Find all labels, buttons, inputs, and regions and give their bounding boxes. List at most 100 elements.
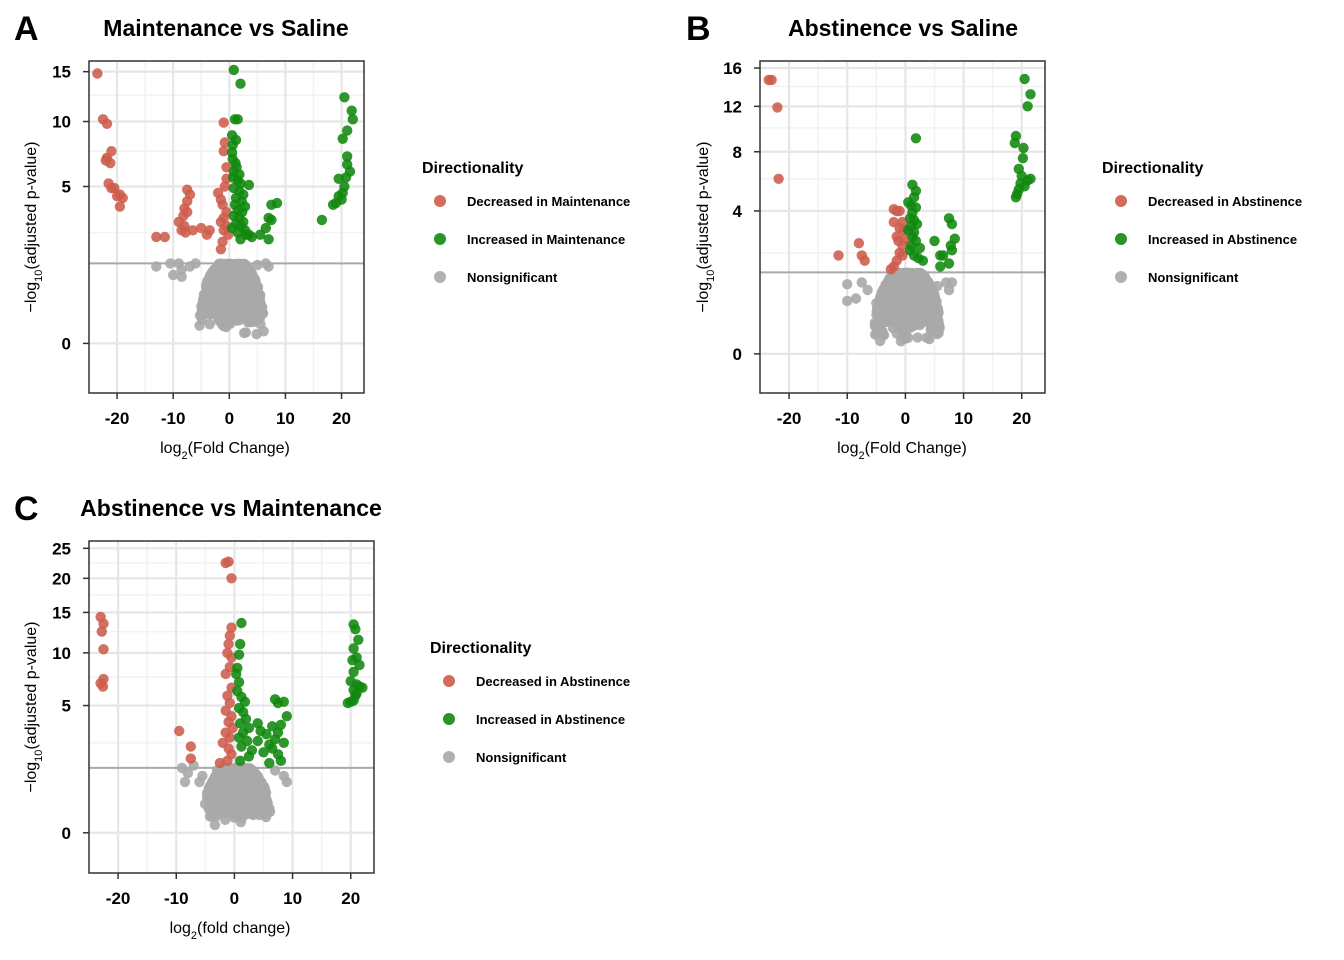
- increased-point: [333, 173, 344, 184]
- x-tick-label-c: -10: [164, 889, 189, 908]
- x-axis-label-c: log2(fold change): [170, 920, 291, 942]
- nonsignificant-point: [204, 319, 215, 330]
- y-tick-label-c: 10: [52, 644, 71, 663]
- increased-point: [339, 181, 350, 192]
- increased-point: [235, 755, 246, 766]
- increased-point: [946, 245, 958, 256]
- nonsignificant-point: [176, 271, 187, 282]
- nonsignificant-point: [932, 280, 943, 292]
- nonsignificant-point: [211, 793, 223, 804]
- decreased-point: [218, 117, 229, 128]
- legend-b: Directionality Decreased in Abstinence I…: [1102, 160, 1302, 285]
- decreased-point: [218, 146, 229, 157]
- y-tick-label-c: 25: [52, 539, 71, 558]
- nonsignificant-point: [234, 285, 245, 296]
- increased-point: [233, 649, 245, 660]
- x-tick-label-a: -10: [161, 409, 186, 428]
- increased-point: [327, 199, 339, 210]
- y-tick-label-a: 0: [62, 334, 71, 353]
- nonsignificant-point: [168, 269, 179, 281]
- x-tick-label-c: 0: [230, 889, 239, 908]
- nonsignificant-point: [889, 309, 900, 321]
- increased-point: [350, 624, 361, 635]
- decreased-point: [185, 753, 196, 764]
- nonsignificant-point: [243, 784, 254, 796]
- legend-label-increased-a: Increased in Maintenance: [467, 232, 625, 247]
- decreased-point: [98, 644, 109, 655]
- y-axis-label-c: −log10(adjusted p-value): [23, 621, 45, 792]
- nonsignificant-point: [226, 281, 237, 292]
- decreased-point: [187, 225, 198, 236]
- increased-point: [316, 214, 328, 226]
- decreased-point: [215, 244, 227, 255]
- decreased-point: [97, 681, 109, 692]
- increased-point: [1025, 89, 1036, 100]
- x-tick-label-b: 10: [954, 409, 973, 428]
- decreased-point: [226, 573, 237, 584]
- decreased-point: [96, 626, 108, 637]
- nonsignificant-point: [912, 281, 923, 293]
- decreased-point: [885, 264, 897, 275]
- x-tick-label-a: 0: [225, 409, 234, 428]
- nonsignificant-point: [946, 277, 958, 288]
- nonsignificant-point: [911, 293, 923, 304]
- chart-title-b: Abstinence vs Saline: [788, 15, 1018, 41]
- nonsignificant-point: [871, 298, 882, 309]
- nonsignificant-point: [902, 269, 913, 280]
- nonsignificant-point: [240, 327, 251, 338]
- decreased-point: [117, 192, 128, 204]
- legend-key-increased-a: [434, 233, 446, 245]
- series-increased-a: [226, 64, 358, 245]
- legend-label-decreased-c: Decreased in Abstinence: [476, 674, 630, 689]
- series-decreased-a: [92, 68, 234, 255]
- increased-point: [233, 677, 245, 688]
- increased-point: [917, 255, 929, 266]
- nonsignificant-point: [258, 326, 269, 337]
- increased-point: [227, 139, 238, 151]
- increased-point: [1010, 192, 1022, 203]
- nonsignificant-point: [252, 259, 263, 271]
- increased-point: [236, 741, 247, 752]
- legend-title-b: Directionality: [1102, 160, 1203, 177]
- x-tick-label-c: 10: [283, 889, 302, 908]
- legend-key-nonsig-a: [434, 271, 446, 283]
- decreased-point: [159, 231, 170, 243]
- increased-point: [1009, 137, 1020, 149]
- decreased-point: [220, 668, 231, 680]
- legend-c: Directionality Decreased in Abstinence I…: [430, 640, 630, 765]
- x-tick-label-a: 10: [276, 409, 295, 428]
- chart-title-c: Abstinence vs Maintenance: [80, 495, 382, 521]
- nonsignificant-point: [889, 277, 900, 289]
- decreased-point: [100, 155, 112, 166]
- plot-frame-a: [88, 60, 365, 394]
- nonsignificant-point: [244, 315, 255, 326]
- legend-label-increased-c: Increased in Abstinence: [476, 712, 625, 727]
- legend-key-nonsig-b: [1115, 271, 1127, 283]
- nonsignificant-point: [258, 781, 269, 792]
- nonsignificant-point: [239, 262, 250, 273]
- decreased-point: [219, 181, 230, 192]
- increased-point: [232, 114, 243, 125]
- decreased-point: [223, 556, 234, 567]
- legend-a: Directionality Decreased in Maintenance …: [422, 160, 630, 285]
- x-tick-label-b: -20: [777, 409, 802, 428]
- y-axis-label-b: −log10(adjusted p-value): [695, 141, 717, 312]
- nonsignificant-point: [897, 331, 908, 342]
- legend-key-nonsig-c: [443, 751, 455, 763]
- x-axis-label-a: log2(Fold Change): [160, 440, 290, 462]
- chart-title-a: Maintenance vs Saline: [103, 15, 348, 41]
- decreased-point: [92, 68, 103, 79]
- increased-point: [935, 250, 946, 261]
- increased-point: [339, 92, 350, 103]
- increased-point: [1022, 101, 1033, 112]
- decreased-point: [859, 255, 870, 266]
- legend-key-decreased-a: [434, 195, 446, 207]
- increased-point: [337, 133, 348, 144]
- decreased-point: [773, 173, 784, 184]
- nonsignificant-point: [260, 800, 271, 811]
- nonsignificant-point: [921, 332, 932, 343]
- increased-point: [235, 234, 246, 245]
- increased-point: [263, 234, 274, 245]
- nonsignificant-point: [216, 776, 227, 787]
- increased-point: [946, 218, 958, 230]
